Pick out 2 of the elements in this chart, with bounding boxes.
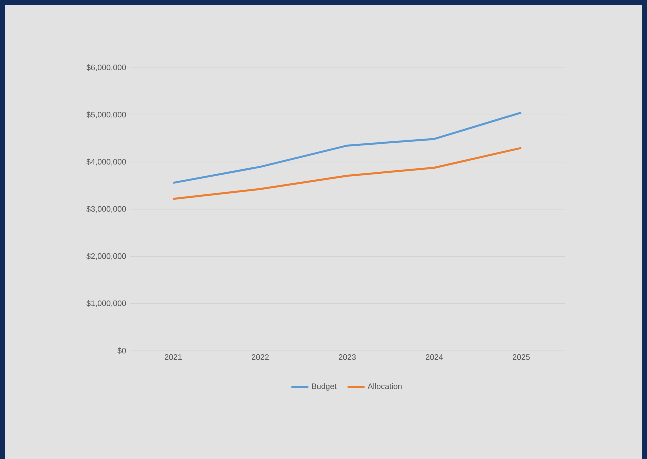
- line-series: [172, 112, 523, 184]
- line-series: [172, 147, 523, 200]
